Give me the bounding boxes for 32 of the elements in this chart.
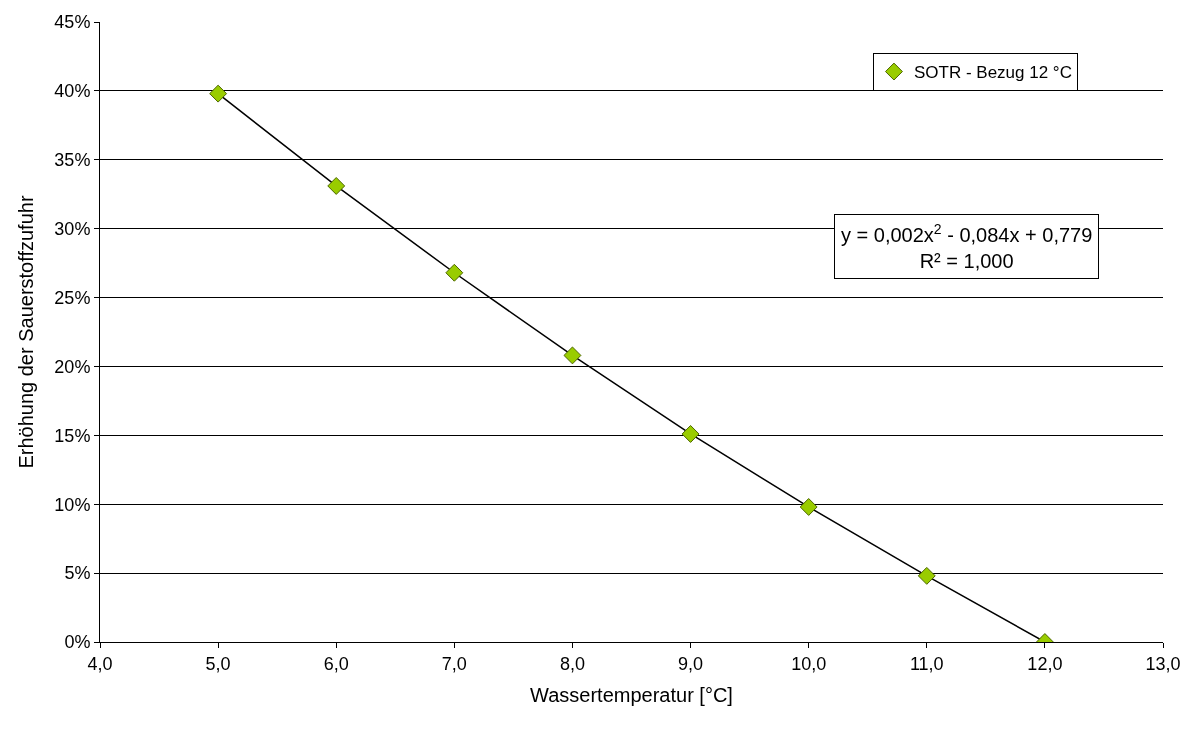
y-tick-label: 0% <box>64 632 91 653</box>
point <box>799 498 818 516</box>
x-tick-label: 12,0 <box>1027 653 1063 674</box>
x-tick-label: 10,0 <box>791 653 827 674</box>
y-tick-label: 40% <box>54 81 91 102</box>
x-axis-title: Wassertemperatur [°C] <box>530 684 733 707</box>
legend-label: SOTR - Bezug 12 °C <box>913 63 1072 83</box>
point <box>917 566 936 585</box>
y-tick-label: 30% <box>54 218 91 239</box>
y-tick-label: 25% <box>54 287 91 308</box>
point <box>327 177 346 195</box>
y-tick-label: 35% <box>54 150 91 171</box>
x-tick-label: 6,0 <box>323 653 349 674</box>
x-tick-label: 13,0 <box>1145 653 1181 674</box>
y-tick-label: 5% <box>64 563 91 584</box>
annotation: y = 0,002x$^{2}$ - 0,084x + 0,779 <box>841 221 1093 247</box>
x-tick-label: 7,0 <box>441 653 467 674</box>
point <box>563 346 582 365</box>
point <box>445 263 464 282</box>
point <box>681 425 700 443</box>
x-tick-label: 11,0 <box>909 653 944 674</box>
x-tick-label: 9,0 <box>678 653 704 674</box>
x-tick-label: 4,0 <box>87 653 113 674</box>
y-tick-label: 45% <box>54 12 91 33</box>
x-tick-label: 5,0 <box>205 653 231 674</box>
y-tick-label: 10% <box>54 494 91 515</box>
y-tick-label: 20% <box>54 356 91 377</box>
y-tick-label: 15% <box>54 425 91 446</box>
y-axis-title: Erhöhung der Sauerstoffzufuhr <box>14 195 37 469</box>
x-tick-label: 8,0 <box>559 653 585 674</box>
point <box>209 84 228 103</box>
annotation: R² = 1,000 <box>919 250 1014 273</box>
